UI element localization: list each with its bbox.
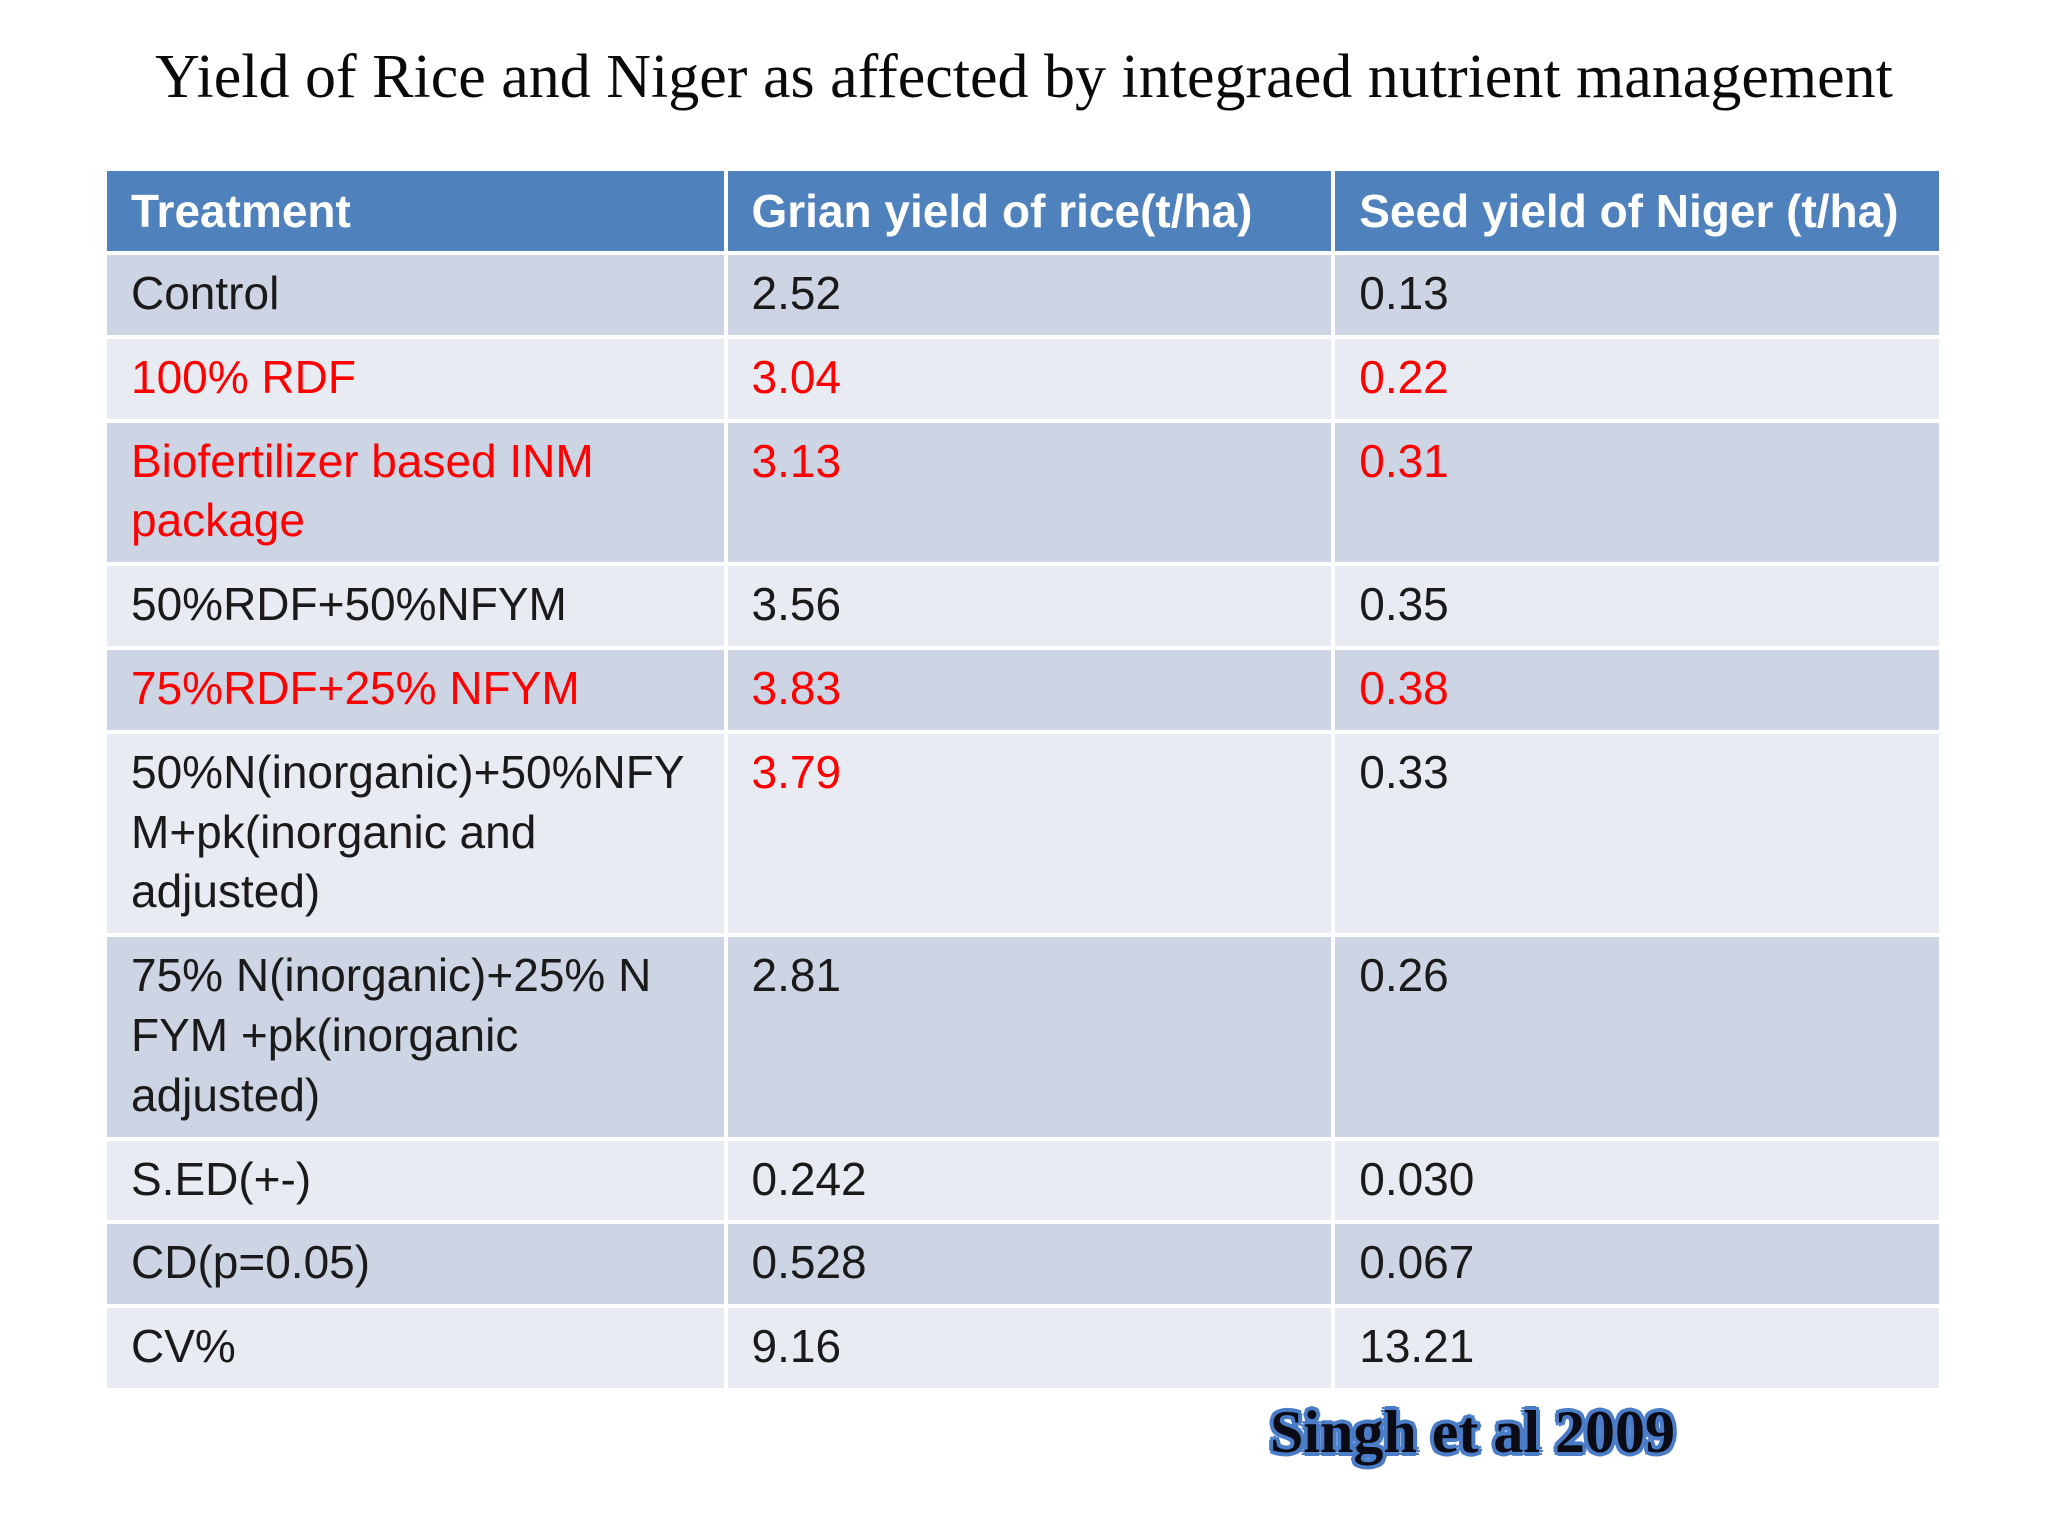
niger-yield-cell: 0.067 xyxy=(1335,1224,1939,1305)
table-row: 75%RDF+25% NFYM 3.83 0.38 xyxy=(107,649,1939,730)
treatment-cell: 50%RDF+50%NFYM xyxy=(107,566,724,646)
niger-yield-cell: 0.31 xyxy=(1335,422,1939,563)
slide-title: Yield of Rice and Niger as affected by i… xyxy=(155,43,1893,111)
table-row: 50%N(inorganic)+50%NFYM+pk(inorganic and… xyxy=(107,733,1939,934)
niger-yield-cell: 0.13 xyxy=(1335,255,1939,335)
table-row: CD(p=0.05) 0.528 0.067 xyxy=(107,1224,1939,1305)
table-header: Treatment Grian yield of rice(t/ha) Seed… xyxy=(107,171,1939,251)
rice-yield-cell: 2.81 xyxy=(727,937,1332,1137)
rice-yield-cell: 3.56 xyxy=(727,566,1332,646)
table-row: 50%RDF+50%NFYM 3.56 0.35 xyxy=(107,566,1939,646)
treatment-cell: 50%N(inorganic)+50%NFYM+pk(inorganic and… xyxy=(107,733,724,934)
table-row: Control 2.52 0.13 xyxy=(107,255,1939,335)
treatment-cell: 100% RDF xyxy=(107,338,724,419)
table-row: S.ED(+-) 0.242 0.030 xyxy=(107,1140,1939,1221)
table-row: CV% 9.16 13.21 xyxy=(107,1308,1939,1388)
rice-yield-cell: 3.13 xyxy=(727,422,1332,563)
treatment-cell: 75%RDF+25% NFYM xyxy=(107,649,724,730)
rice-yield-cell: 3.83 xyxy=(727,649,1332,730)
column-header-treatment: Treatment xyxy=(107,171,724,251)
treatment-cell: S.ED(+-) xyxy=(107,1140,724,1221)
rice-yield-cell: 0.242 xyxy=(727,1140,1332,1221)
table-header-row: Treatment Grian yield of rice(t/ha) Seed… xyxy=(107,171,1939,251)
treatment-cell: Biofertilizer based INM package xyxy=(107,422,724,563)
niger-yield-cell: 0.38 xyxy=(1335,649,1939,730)
treatment-cell: 75% N(inorganic)+25% N FYM +pk(inorganic… xyxy=(107,937,724,1137)
treatment-cell: CV% xyxy=(107,1308,724,1388)
yield-table: Treatment Grian yield of rice(t/ha) Seed… xyxy=(103,167,1943,1392)
table-row: 75% N(inorganic)+25% N FYM +pk(inorganic… xyxy=(107,937,1939,1137)
citation: Singh et al 2009 xyxy=(1270,1399,1676,1465)
rice-yield-cell: 0.528 xyxy=(727,1224,1332,1305)
niger-yield-cell: 0.33 xyxy=(1335,733,1939,934)
table-body: Control 2.52 0.13 100% RDF 3.04 0.22 Biofertil… xyxy=(107,255,1939,1388)
niger-yield-cell: 0.22 xyxy=(1335,338,1939,419)
niger-yield-cell: 0.26 xyxy=(1335,937,1939,1137)
table-row: Biofertilizer based INM package 3.13 0.31 xyxy=(107,422,1939,563)
treatment-cell: CD(p=0.05) xyxy=(107,1224,724,1305)
niger-yield-cell: 13.21 xyxy=(1335,1308,1939,1388)
niger-yield-cell: 0.030 xyxy=(1335,1140,1939,1221)
table-row: 100% RDF 3.04 0.22 xyxy=(107,338,1939,419)
column-header-rice-yield: Grian yield of rice(t/ha) xyxy=(727,171,1332,251)
niger-yield-cell: 0.35 xyxy=(1335,566,1939,646)
rice-yield-cell: 3.79 xyxy=(727,733,1332,934)
rice-yield-cell: 3.04 xyxy=(727,338,1332,419)
treatment-cell: Control xyxy=(107,255,724,335)
rice-yield-cell: 2.52 xyxy=(727,255,1332,335)
column-header-niger-yield: Seed yield of Niger (t/ha) xyxy=(1335,171,1939,251)
rice-yield-cell: 9.16 xyxy=(727,1308,1332,1388)
